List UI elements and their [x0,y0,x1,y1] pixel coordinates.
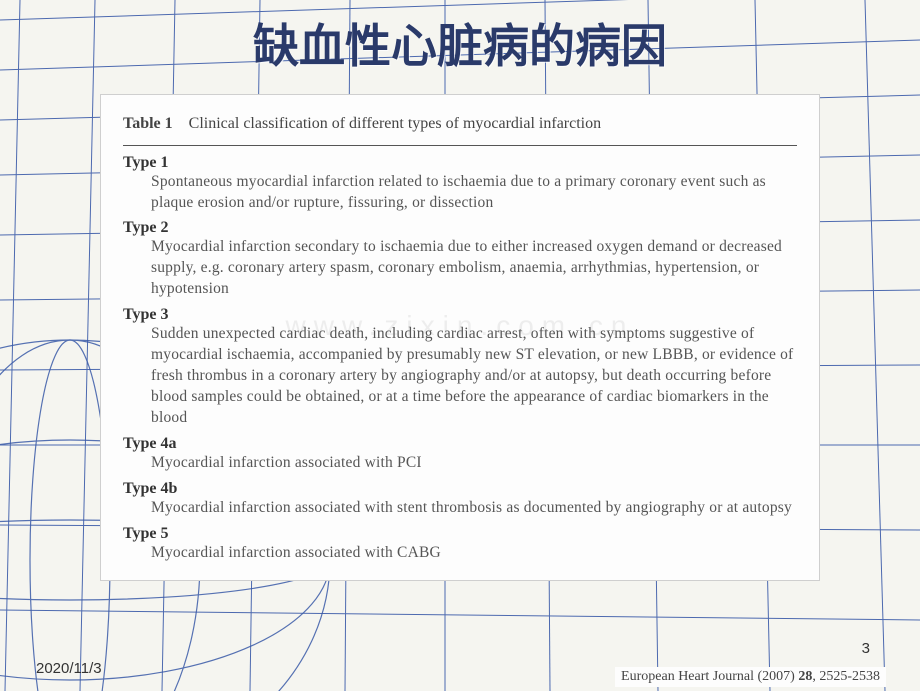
type-block: Type 5Myocardial infarction associated w… [123,525,797,564]
type-body: Spontaneous myocardial infarction relate… [123,172,797,214]
type-body: Myocardial infarction associated with CA… [123,543,797,564]
table-label: Table 1 [123,115,173,132]
type-block: Type 2Myocardial infarction secondary to… [123,219,797,300]
type-label: Type 2 [123,219,797,237]
citation-pages: 2525-2538 [819,669,880,684]
table-caption: Table 1 Clinical classification of diffe… [123,113,797,146]
type-label: Type 4b [123,480,797,498]
table-card: Table 1 Clinical classification of diffe… [100,94,820,581]
page-number: 3 [862,640,870,657]
table-body: Type 1Spontaneous myocardial infarction … [123,154,797,564]
type-block: Type 4aMyocardial infarction associated … [123,435,797,474]
type-body: Myocardial infarction associated with PC… [123,453,797,474]
type-block: Type 3Sudden unexpected cardiac death, i… [123,306,797,429]
table-caption-text: Clinical classification of different typ… [189,115,601,132]
type-block: Type 4bMyocardial infarction associated … [123,480,797,519]
slide-title: 缺血性心脏病的病因 [0,0,920,76]
footer-date: 2020/11/3 [36,660,102,677]
type-body: Myocardial infarction secondary to ischa… [123,237,797,300]
citation-volume: 28 [798,669,812,684]
type-label: Type 4a [123,435,797,453]
type-label: Type 1 [123,154,797,172]
type-block: Type 1Spontaneous myocardial infarction … [123,154,797,214]
type-body: Sudden unexpected cardiac death, includi… [123,324,797,429]
type-body: Myocardial infarction associated with st… [123,498,797,519]
type-label: Type 5 [123,525,797,543]
type-label: Type 3 [123,306,797,324]
citation: European Heart Journal (2007) 28, 2525-2… [615,667,886,687]
citation-year: (2007) [758,669,795,684]
citation-journal: European Heart Journal [621,669,754,684]
